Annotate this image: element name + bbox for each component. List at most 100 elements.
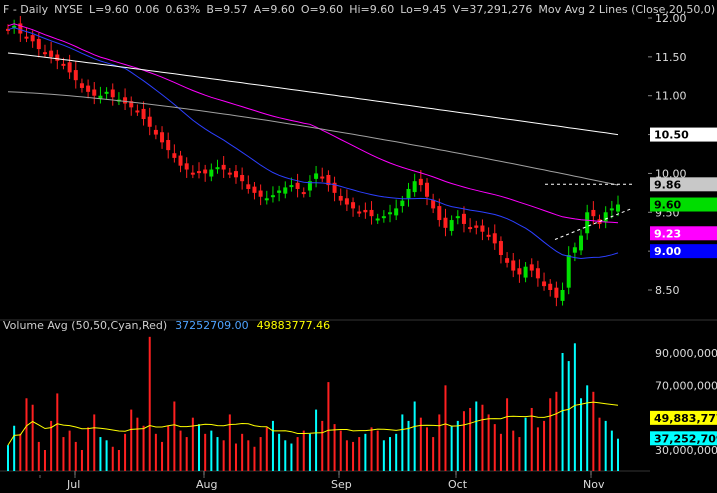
candle-body	[517, 268, 522, 275]
candle-body	[55, 54, 60, 61]
candle-body	[141, 108, 146, 120]
x-tick-label: Sep	[331, 478, 352, 491]
volume-bar	[31, 404, 34, 471]
volume-bar	[493, 424, 496, 471]
volume-bar	[62, 437, 65, 471]
candle-body	[369, 209, 374, 217]
candle-body	[166, 140, 171, 151]
candle-body	[412, 181, 417, 193]
candle-body	[209, 169, 214, 177]
volume-bar	[419, 417, 422, 471]
candle-body	[184, 163, 189, 170]
volume-bar	[19, 433, 22, 471]
volume-bar	[506, 398, 509, 471]
candle-body	[375, 218, 380, 221]
candle-body	[160, 132, 165, 143]
ma20-line	[7, 27, 619, 260]
candle-body	[437, 206, 442, 221]
x-tick-label: Nov	[583, 478, 605, 491]
candle-body	[98, 95, 103, 99]
volume-bar	[425, 427, 428, 471]
volume-bar	[210, 430, 213, 471]
candle-body	[326, 174, 331, 186]
volume-bar	[74, 441, 77, 471]
volume-bar	[111, 446, 114, 471]
volume-bar	[56, 393, 59, 471]
candle-body	[591, 209, 596, 217]
volume-bar	[598, 417, 601, 471]
volume-panel	[7, 336, 619, 471]
volume-bar	[567, 361, 570, 471]
candle-body	[197, 171, 202, 174]
volume-bar	[302, 430, 305, 471]
volume-bar	[296, 437, 299, 471]
volume-avg-line	[7, 401, 619, 446]
volume-bar	[524, 417, 527, 471]
volume-bar	[358, 437, 361, 471]
candle-body	[129, 101, 134, 108]
candle-body	[418, 178, 423, 186]
volume-bar	[407, 420, 410, 471]
price-tag	[650, 127, 717, 142]
volume-bar	[345, 440, 348, 471]
volume-bar	[290, 443, 293, 471]
candle-body	[123, 97, 128, 104]
candle-body	[12, 25, 17, 28]
volume-bar	[413, 401, 416, 471]
volume-bar	[161, 441, 164, 471]
candle-body	[424, 182, 429, 197]
volume-bar	[253, 446, 256, 471]
candle-body	[61, 63, 66, 66]
candle-body	[190, 172, 195, 175]
candle-body	[363, 209, 368, 213]
candle-body	[498, 241, 503, 256]
x-tick-label: Aug	[196, 478, 217, 491]
volume-tag-label: 37,252,709	[654, 432, 717, 445]
candle-body	[36, 38, 41, 50]
volume-bar	[136, 417, 139, 471]
candle-body	[42, 52, 47, 55]
volume-bar	[401, 414, 404, 471]
price-tag-label: 9.86	[654, 178, 681, 191]
volume-bar	[432, 437, 435, 471]
price-tick-label: 12.00	[655, 12, 687, 25]
volume-bar	[450, 425, 453, 471]
candle-body	[301, 192, 306, 195]
candle-body	[511, 260, 516, 271]
volume-bar	[512, 430, 515, 471]
x-tick-label: Oct	[448, 478, 468, 491]
volume-bar	[456, 420, 459, 471]
candle-body	[431, 199, 436, 209]
volume-bar	[518, 437, 521, 471]
volume-bar	[191, 417, 194, 471]
price-tag	[650, 244, 717, 259]
candle-body	[178, 155, 183, 166]
volume-bar	[543, 420, 546, 471]
candle-body	[486, 234, 491, 237]
volume-bar	[549, 398, 552, 471]
candle-body	[240, 174, 245, 182]
candle-body	[203, 169, 208, 174]
ma50-line	[7, 23, 619, 224]
candle-body	[135, 110, 140, 113]
candle-body	[616, 204, 620, 212]
volume-bar	[438, 414, 441, 471]
candle-body	[147, 116, 152, 127]
volume-bar	[278, 433, 281, 471]
candle-body	[585, 212, 590, 234]
price-tag	[650, 197, 717, 212]
volume-bar	[167, 425, 170, 471]
candle-body	[92, 89, 97, 96]
volume-bar	[395, 433, 398, 471]
volume-bar	[610, 430, 613, 471]
price-tag-label: 9.00	[654, 245, 681, 258]
volume-bar	[25, 398, 28, 471]
volume-bar	[536, 427, 539, 471]
candle-body	[67, 62, 72, 73]
volume-bar	[376, 430, 379, 471]
volume-bar	[234, 443, 237, 471]
ma-long-gray-line	[7, 91, 619, 186]
volume-bar	[105, 440, 108, 471]
volume-bar	[93, 414, 96, 471]
